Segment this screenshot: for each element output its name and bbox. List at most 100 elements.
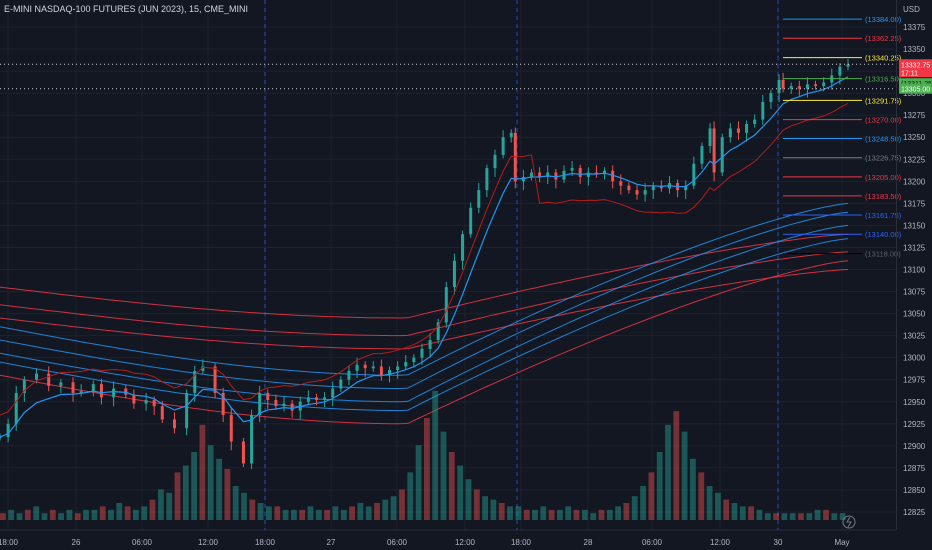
x-tick-label: 18:00 xyxy=(255,538,276,547)
candle-body xyxy=(546,172,550,177)
volume-bar xyxy=(673,411,680,520)
volume-bar xyxy=(24,509,31,520)
y-tick-label: 13125 xyxy=(903,243,926,252)
candle-body xyxy=(777,79,781,94)
volume-bar xyxy=(299,509,306,520)
candle-body xyxy=(530,172,534,177)
volume-bar xyxy=(473,489,480,520)
candle-body xyxy=(712,128,716,173)
volume-bar xyxy=(365,506,372,520)
candle-body xyxy=(404,362,408,367)
candle-body xyxy=(651,185,655,191)
candle-body xyxy=(781,79,785,89)
candle-body xyxy=(501,137,505,155)
volume-bar xyxy=(781,513,788,520)
level-label: (13384.00) xyxy=(865,15,902,24)
volume-bar xyxy=(83,509,89,520)
candle-body xyxy=(570,168,574,171)
currency-label: USD xyxy=(903,5,920,14)
candle-body xyxy=(306,397,310,402)
volume-bar xyxy=(532,509,538,520)
level-label: (13362.25) xyxy=(865,34,902,43)
candle-body xyxy=(347,370,351,380)
volume-bar xyxy=(199,424,206,520)
y-tick-label: 13100 xyxy=(903,266,926,275)
scroll-realtime-icon[interactable] xyxy=(842,515,856,529)
volume-bar xyxy=(448,452,455,520)
candle-body xyxy=(290,403,294,411)
candle-body xyxy=(452,260,456,288)
candle-body xyxy=(388,370,392,376)
price-tag-label: 13305.00 xyxy=(901,87,930,94)
volume-bar xyxy=(831,513,838,520)
candle-body xyxy=(132,394,136,404)
candle-body xyxy=(627,185,631,191)
x-tick-label: 12:00 xyxy=(198,538,219,547)
candle-body xyxy=(769,93,773,102)
level-label: (13205.00) xyxy=(865,173,902,182)
candle-body xyxy=(611,170,615,182)
volume-bar xyxy=(623,503,630,520)
y-tick-label: 13075 xyxy=(903,288,926,297)
volume-bar xyxy=(615,506,621,520)
y-tick-label: 12825 xyxy=(903,508,926,517)
candle-body xyxy=(708,128,712,147)
level-label: (13316.50) xyxy=(865,75,902,84)
y-tick-label: 13000 xyxy=(903,354,926,363)
volume-bar xyxy=(648,472,655,520)
y-tick-label: 13225 xyxy=(903,155,926,164)
y-tick-label: 13200 xyxy=(903,177,926,186)
volume-bar xyxy=(823,509,829,520)
envelope-line xyxy=(0,233,849,319)
volume-bar xyxy=(631,496,638,520)
volume-bar xyxy=(415,445,422,520)
candle-body xyxy=(469,207,473,235)
volume-bar xyxy=(41,513,48,520)
candle-body xyxy=(692,163,696,186)
volume-bar xyxy=(424,418,430,520)
envelope-line xyxy=(0,260,849,425)
y-tick-label: 13175 xyxy=(903,199,926,208)
candle-body xyxy=(745,124,749,133)
candle-body xyxy=(635,190,639,195)
volume-bar xyxy=(523,509,530,520)
y-tick-label: 13150 xyxy=(903,221,926,230)
x-tick-label: 26 xyxy=(72,538,81,547)
volume-bar xyxy=(224,469,231,520)
volume-bar xyxy=(166,492,173,520)
candle-body xyxy=(805,84,809,89)
candle-body xyxy=(201,366,205,371)
volume-bar xyxy=(507,506,513,520)
volume-bar xyxy=(232,486,239,520)
volume-bar xyxy=(257,503,264,520)
candle-body xyxy=(822,82,826,87)
candle-body xyxy=(554,172,558,180)
level-label: (13161.75) xyxy=(865,211,902,220)
candle-body xyxy=(509,132,513,138)
price-tag-time: 17:11 xyxy=(901,70,918,77)
candle-body xyxy=(436,322,440,341)
candle-body xyxy=(193,370,197,393)
candle-body xyxy=(728,128,732,138)
candle-body xyxy=(619,181,623,186)
volume-bar xyxy=(399,489,405,520)
volume-bar xyxy=(565,506,572,520)
volume-bar xyxy=(440,431,447,520)
x-tick-label: 12:00 xyxy=(710,538,731,547)
volume-bar xyxy=(16,513,23,520)
candle-body xyxy=(797,86,801,89)
candle-body xyxy=(185,392,189,429)
volume-bar xyxy=(266,506,272,520)
volume-bar xyxy=(149,499,156,520)
volume-bar xyxy=(715,492,721,520)
envelope-line xyxy=(0,269,849,350)
y-tick-label: 12900 xyxy=(903,442,926,451)
volume-bar xyxy=(598,509,605,520)
volume-bar xyxy=(33,506,40,520)
volume-bar xyxy=(515,506,522,520)
volume-bar xyxy=(739,506,746,520)
x-tick-label: 27 xyxy=(327,538,336,547)
candle-body xyxy=(538,172,542,177)
volume-bar xyxy=(332,506,339,520)
